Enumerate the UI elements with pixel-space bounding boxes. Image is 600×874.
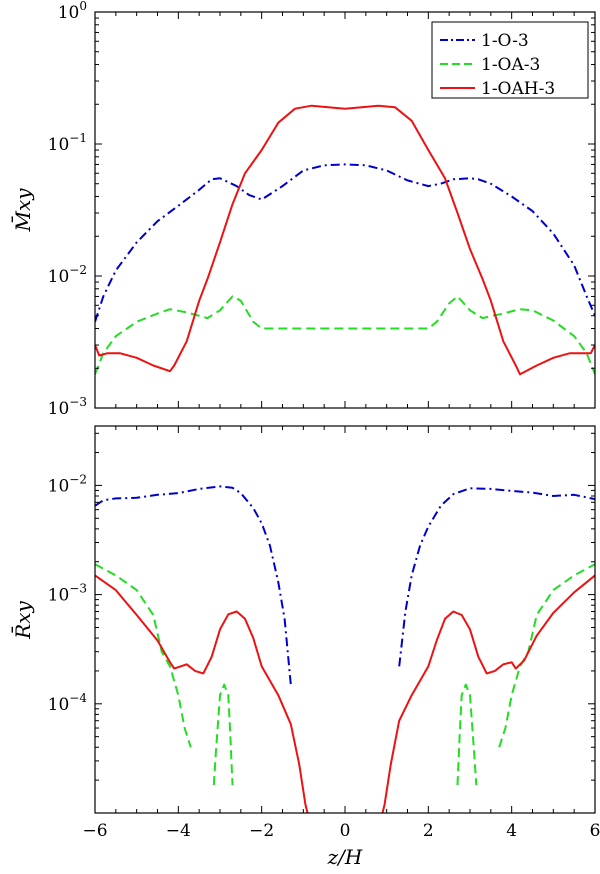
legend-label-1-OA-3: 1-OA-3 [481,55,540,75]
top-ylabel: M̄xy [10,188,35,233]
top-series-1-oa-3 [95,295,595,375]
bottom-series-1-oa-3-seg4 [498,563,595,748]
x-tick-label: 6 [590,821,600,841]
bottom-series-1-oah-3-seg1 [95,574,309,813]
bottom-ylabel: R̄xy [10,600,35,639]
top-y-tick-label: 10−1 [48,131,87,155]
legend-entry-1-OAH-3: 1-OAH-3 [440,79,555,99]
x-tick-label: −4 [166,821,191,841]
top-y-tick-label: 10−3 [48,395,87,419]
bottom-panel: −6 −4 −2 0 2 4 6 10−2 10−3 10−4 R̄xy z/H [10,425,600,869]
svg-text:R̄xy: R̄xy [10,600,35,639]
bottom-series-1-oa-3-seg3 [456,683,478,786]
legend-entry-1-OA-3: 1-OA-3 [440,55,540,75]
x-tick-label: 4 [506,821,517,841]
bottom-series-1-oah-3-seg2 [381,574,595,813]
top-panel: 100 10−1 10−2 10−3 M̄xy 1-O-3 1-OA-3 1-OAH-… [10,0,596,419]
top-ylabel-main: M̄xy [10,188,35,233]
top-series-1-o-3 [95,163,595,323]
legend-label-1-O-3: 1-O-3 [481,31,529,51]
bottom-ylabel-main: R̄xy [10,600,35,639]
x-tick-label: 2 [423,821,434,841]
x-axis-label: z/H [327,845,363,869]
top-y-tick-label: 100 [58,0,87,23]
top-series-1-oah-3 [95,104,595,376]
svg-text:M̄xy: M̄xy [10,188,35,233]
bottom-plot-frame [94,425,596,814]
bottom-series-1-o-3-seg1 [95,485,292,685]
x-tick-label: 0 [340,821,351,841]
x-tick-label: −6 [82,821,107,841]
legend-frame [431,21,589,99]
bottom-y-tick-label: 10−4 [48,691,88,715]
bottom-series-1-o-3-seg2 [398,487,595,667]
x-tick-label: −2 [249,821,274,841]
legend-entry-1-O-3: 1-O-3 [440,31,529,51]
bottom-y-tick-label: 10−3 [48,582,87,606]
top-y-tick-label: 10−2 [48,263,87,287]
legend-label-1-OAH-3: 1-OAH-3 [481,79,555,99]
bottom-series-1-oa-3-seg1 [95,563,192,748]
bottom-y-tick-label: 10−2 [48,472,87,496]
bottom-series-1-oa-3-seg2 [212,683,234,786]
legend: 1-O-3 1-OA-3 1-OAH-3 [431,21,589,99]
